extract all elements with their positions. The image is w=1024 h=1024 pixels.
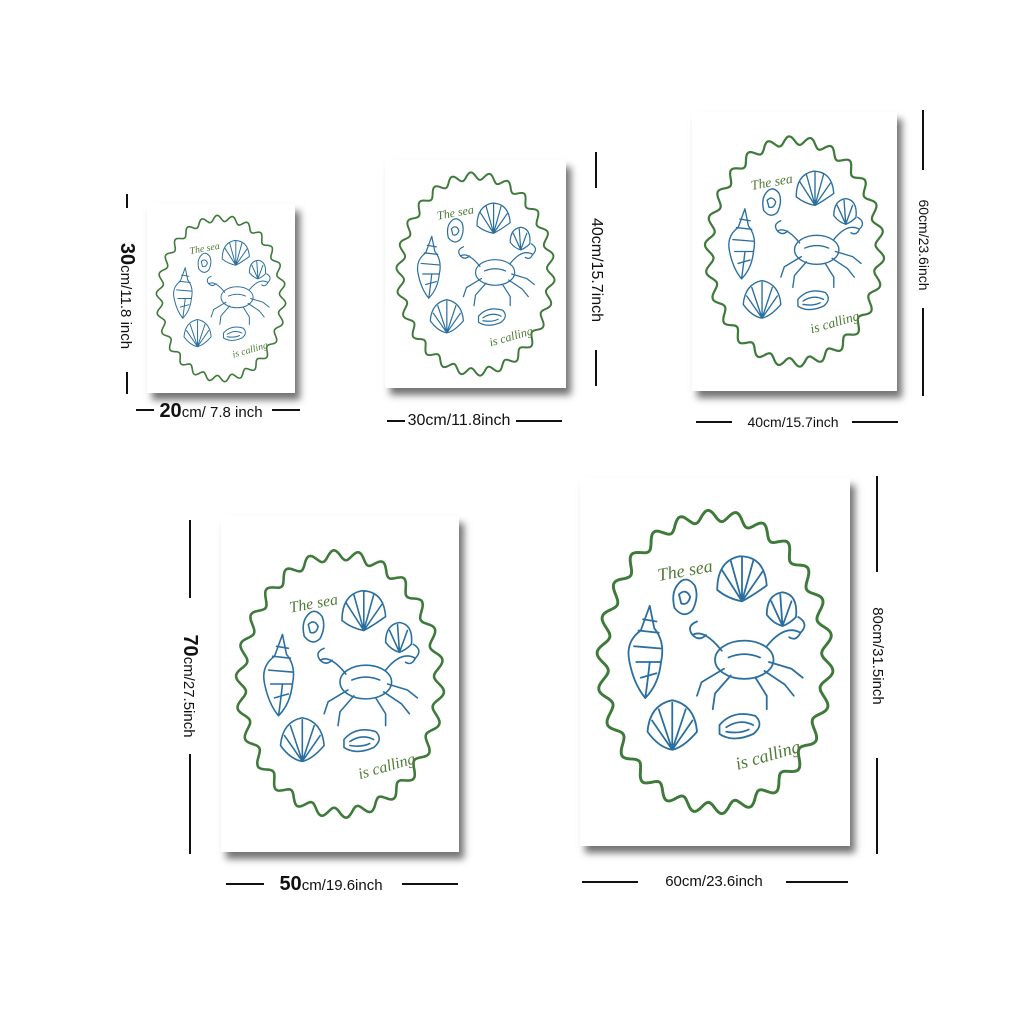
width-unit: cm/ 7.8 inch — [181, 404, 263, 421]
height-dimension-line — [595, 350, 597, 386]
art-line-1: The sea — [189, 241, 221, 257]
width-unit: 30cm/11.8inch — [407, 412, 511, 429]
width-dimension-line — [387, 420, 405, 422]
crab-icon — [774, 216, 864, 289]
width-dimension-line — [402, 883, 458, 885]
wavy-frame-icon — [155, 214, 287, 383]
wavy-frame-icon — [703, 135, 886, 368]
art-line-2: is calling — [356, 751, 417, 784]
height-dimension-line — [126, 372, 128, 394]
height-unit: 40cm/15.7inch — [588, 217, 605, 323]
height-label: 70cm/27.5inch — [179, 634, 201, 738]
height-label: 80cm/31.5inch — [869, 607, 886, 705]
width-label: 60cm/23.6inch — [665, 874, 763, 890]
height-dimension-line — [876, 476, 878, 572]
conch-shell-icon — [627, 604, 664, 699]
height-dimension-line — [922, 110, 924, 170]
art-line-2: is calling — [488, 324, 535, 350]
mussel-icon — [718, 713, 761, 740]
width-dimension-line — [696, 421, 732, 423]
crab-icon — [689, 616, 806, 711]
art-line-1: The sea — [750, 171, 794, 193]
height-dimension-line — [595, 152, 597, 188]
scallop-shell-icon-1 — [795, 170, 835, 207]
poster-3: The sea is calling — [692, 112, 897, 391]
scallop-shell-icon-2 — [765, 591, 798, 627]
crab-icon — [458, 243, 537, 307]
width-dimension-line — [272, 409, 300, 411]
height-number: 30 — [116, 242, 138, 266]
mussel-icon — [222, 326, 246, 341]
scallop-shell-icon-3 — [646, 699, 698, 751]
height-label: 30cm/11.8 inch — [116, 242, 138, 350]
poster-2: The sea is calling — [385, 160, 566, 388]
width-unit: 40cm/15.7inch — [747, 414, 839, 430]
scallop-shell-icon-1 — [476, 202, 511, 234]
height-dimension-line — [126, 194, 128, 208]
width-dimension-line — [786, 881, 848, 883]
art-line-1: The sea — [288, 591, 339, 616]
conch-shell-icon — [728, 208, 756, 280]
oyster-icon — [302, 610, 325, 643]
scallop-shell-icon-2 — [509, 226, 531, 251]
conch-shell-icon — [416, 235, 441, 299]
art-line-2: is calling — [733, 736, 802, 774]
width-label: 50cm/19.6inch — [279, 874, 382, 894]
scallop-shell-icon-3 — [183, 318, 212, 348]
scallop-shell-icon-1 — [716, 555, 768, 603]
width-dimension-line — [852, 421, 898, 423]
scallop-shell-icon-1 — [221, 240, 250, 266]
width-dimension-line — [136, 409, 154, 411]
width-number: 50 — [279, 873, 302, 895]
oyster-icon — [672, 578, 698, 616]
width-dimension-line — [226, 883, 264, 885]
height-label: 60cm/23.6inch — [915, 199, 932, 291]
scallop-shell-icon-3 — [429, 299, 465, 334]
oyster-icon — [446, 218, 464, 243]
mussel-icon — [477, 308, 506, 326]
mussel-icon — [797, 290, 829, 311]
height-dimension-line — [922, 308, 924, 396]
width-unit: cm/19.6inch — [301, 877, 383, 894]
height-dimension-line — [189, 754, 191, 854]
height-dimension-line — [876, 758, 878, 854]
wavy-frame-icon — [234, 549, 446, 819]
art-line-1: The sea — [656, 556, 714, 585]
scallop-shell-icon-1 — [341, 589, 387, 632]
height-unit: 60cm/23.6inch — [916, 199, 932, 291]
scallop-shell-icon-3 — [742, 279, 782, 319]
crab-icon — [317, 643, 420, 727]
scallop-shell-icon-2 — [833, 197, 857, 225]
poster-5: The sea is calling — [580, 478, 850, 846]
width-number: 20 — [159, 400, 182, 422]
height-dimension-line — [189, 520, 191, 598]
height-unit: 80cm/31.5inch — [869, 607, 886, 705]
art-line-1: The sea — [436, 202, 475, 222]
height-unit: cm/27.5inch — [180, 656, 197, 738]
oyster-icon — [762, 188, 782, 216]
width-label: 30cm/11.8inch — [408, 413, 511, 429]
wavy-frame-icon — [395, 171, 556, 377]
poster-1: The sea is calling — [147, 204, 295, 393]
height-number: 70 — [179, 634, 201, 657]
width-label: 20cm/ 7.8 inch — [159, 401, 262, 421]
conch-shell-icon — [173, 267, 193, 319]
art-line-2: is calling — [808, 308, 861, 336]
mussel-icon — [343, 729, 380, 753]
scallop-shell-icon-3 — [279, 716, 325, 763]
width-label: 40cm/15.7inch — [747, 415, 838, 431]
height-unit: cm/11.8 inch — [117, 265, 134, 350]
poster-4: The sea is calling — [221, 516, 459, 852]
height-label: 40cm/15.7inch — [588, 217, 605, 323]
width-dimension-line — [516, 420, 562, 422]
scallop-shell-icon-2 — [248, 259, 267, 280]
width-dimension-line — [582, 881, 638, 883]
art-line-2: is calling — [231, 340, 269, 361]
conch-shell-icon — [262, 633, 295, 717]
oyster-icon — [197, 252, 212, 273]
wavy-frame-icon — [595, 508, 835, 816]
width-unit: 60cm/23.6inch — [665, 873, 763, 890]
scallop-shell-icon-2 — [384, 621, 413, 654]
crab-icon — [206, 273, 271, 325]
